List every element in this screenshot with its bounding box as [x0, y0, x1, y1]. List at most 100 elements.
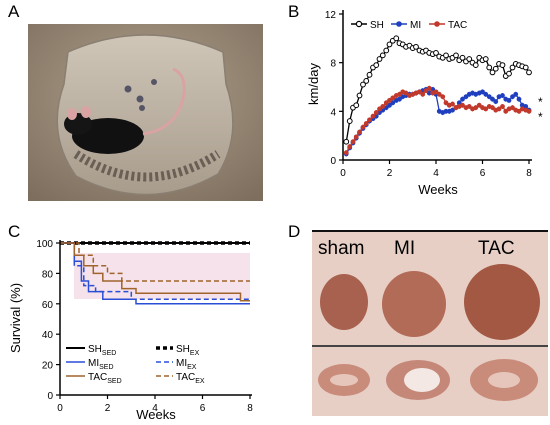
data-point-tac	[473, 105, 479, 111]
data-point-sh	[373, 62, 380, 68]
heart-sham	[320, 274, 368, 330]
data-point-tac	[440, 94, 446, 100]
data-point-sh	[433, 50, 439, 56]
data-point-mi	[500, 93, 505, 98]
data-point-tac	[363, 121, 369, 126]
data-point-tac	[496, 106, 502, 112]
data-point-tac	[370, 113, 376, 119]
data-point-sh	[453, 52, 459, 59]
data-point-sh	[509, 64, 516, 71]
data-point-sh	[360, 81, 366, 88]
data-point-sh	[466, 56, 473, 62]
data-point-sh	[499, 62, 506, 68]
survival-line-tac-sed	[60, 242, 250, 302]
heart-mi	[382, 271, 446, 337]
data-point-tac	[350, 139, 356, 145]
chart-b-x-tick-label: 8	[526, 168, 532, 179]
panel-letter-d: D	[288, 222, 301, 241]
chart-b-x-tick-label: 0	[340, 168, 346, 179]
label-mi: MI	[394, 238, 415, 259]
legend-sh-ex: SHEX	[176, 344, 200, 357]
data-point-tac	[526, 108, 532, 114]
data-point-sh	[472, 62, 479, 68]
data-point-tac	[373, 110, 379, 115]
chart-c-y-tick-label: 0	[47, 391, 53, 402]
chart-c-x-tick-label: 2	[105, 403, 111, 414]
legend-mi-ex: MIEX	[176, 358, 197, 371]
data-point-sh	[522, 64, 529, 71]
data-point-sh	[386, 41, 393, 48]
data-point-mi	[516, 96, 522, 102]
data-point-sh	[363, 78, 370, 84]
data-point-tac	[380, 104, 386, 109]
data-point-sh	[356, 92, 363, 99]
data-point-sh	[486, 64, 493, 71]
data-point-tac	[403, 90, 409, 96]
chart-c-y-tick-label: 100	[36, 239, 53, 250]
chart-c-x-tick-label: 0	[57, 403, 63, 414]
data-point-tac	[357, 129, 362, 135]
chart-b-plot-area	[343, 35, 532, 157]
data-point-sh	[489, 69, 496, 76]
chart-b-y-tick-label: 12	[325, 10, 337, 21]
legend-tac-sed: TACSED	[88, 372, 122, 385]
chart-c-y-tick-label: 80	[42, 269, 54, 280]
data-point-sh	[482, 56, 489, 62]
data-point-sh	[379, 52, 386, 59]
chart-b-y-tick-label: 4	[330, 107, 336, 118]
running-distance-chart: 0 4 8 12 0 2 4 6 8 km/day Weeks SH MI TAC * *	[306, 10, 543, 197]
mouse-wheel-photo	[28, 24, 263, 201]
legend-mi-sed: MISED	[88, 358, 114, 371]
data-point-tac	[420, 91, 426, 97]
data-point-tac	[360, 124, 366, 130]
label-sham: sham	[318, 238, 364, 259]
legend-sh-sed: SHSED	[88, 344, 116, 357]
data-point-tac	[426, 85, 432, 91]
data-point-tac	[390, 95, 396, 101]
chart-c-x-label: Weeks	[136, 407, 176, 422]
data-point-mi	[513, 91, 519, 97]
data-point-sh	[376, 56, 383, 62]
data-point-tac	[367, 117, 372, 123]
legend-tac: TAC	[448, 20, 467, 31]
chart-c-legend: SHSED SHEX MISED MIEX TACSED TACEX	[66, 344, 205, 385]
data-point-mi	[506, 97, 512, 103]
data-point-sh	[526, 69, 532, 76]
chart-c-x-tick-label: 6	[200, 403, 206, 414]
data-point-sh	[413, 43, 419, 50]
significance-star-tac: *	[538, 110, 543, 124]
chart-c-y-label: Survival (%)	[8, 283, 23, 353]
data-point-sh	[459, 54, 466, 61]
data-point-sh	[393, 35, 400, 42]
chart-c-y-tick-label: 60	[42, 300, 54, 311]
data-point-mi	[450, 107, 455, 113]
heart-tac	[464, 264, 540, 340]
data-point-sh	[343, 138, 350, 145]
chart-b-legend: SH MI TAC	[351, 20, 467, 31]
chart-c-x-tick-label: 4	[152, 403, 158, 414]
chart-b-x-tick-label: 2	[387, 168, 393, 179]
chart-b-y-label: km/day	[306, 63, 321, 105]
data-point-mi	[483, 91, 489, 97]
chart-c-x-tick-label: 8	[247, 403, 253, 414]
data-point-tac	[343, 150, 349, 156]
legend-mi: MI	[410, 20, 421, 31]
data-point-tac	[483, 106, 489, 112]
data-point-sh	[492, 65, 499, 72]
data-point-tac	[500, 104, 505, 109]
survival-chart: 0 20 40 60 80 100 0 2 4 6 8 Survival (%) Weeks SH…	[8, 239, 253, 422]
data-point-sh	[353, 102, 360, 109]
panel-letter-a: A	[8, 2, 20, 21]
chart-b-y-tick-label: 8	[330, 59, 336, 70]
data-point-sh	[383, 47, 390, 54]
data-point-tac	[347, 144, 353, 150]
heart-specimens-photo: sham MI TAC	[312, 230, 548, 416]
data-point-mi	[523, 104, 529, 109]
label-tac: TAC	[478, 238, 515, 259]
data-point-mi	[493, 99, 499, 104]
panel-letter-b: B	[288, 2, 300, 21]
survival-line-tac-ex	[60, 242, 250, 282]
series-line-mi	[345, 88, 530, 155]
data-point-sh	[366, 71, 373, 78]
chart-c-y-tick-label: 40	[42, 330, 54, 341]
